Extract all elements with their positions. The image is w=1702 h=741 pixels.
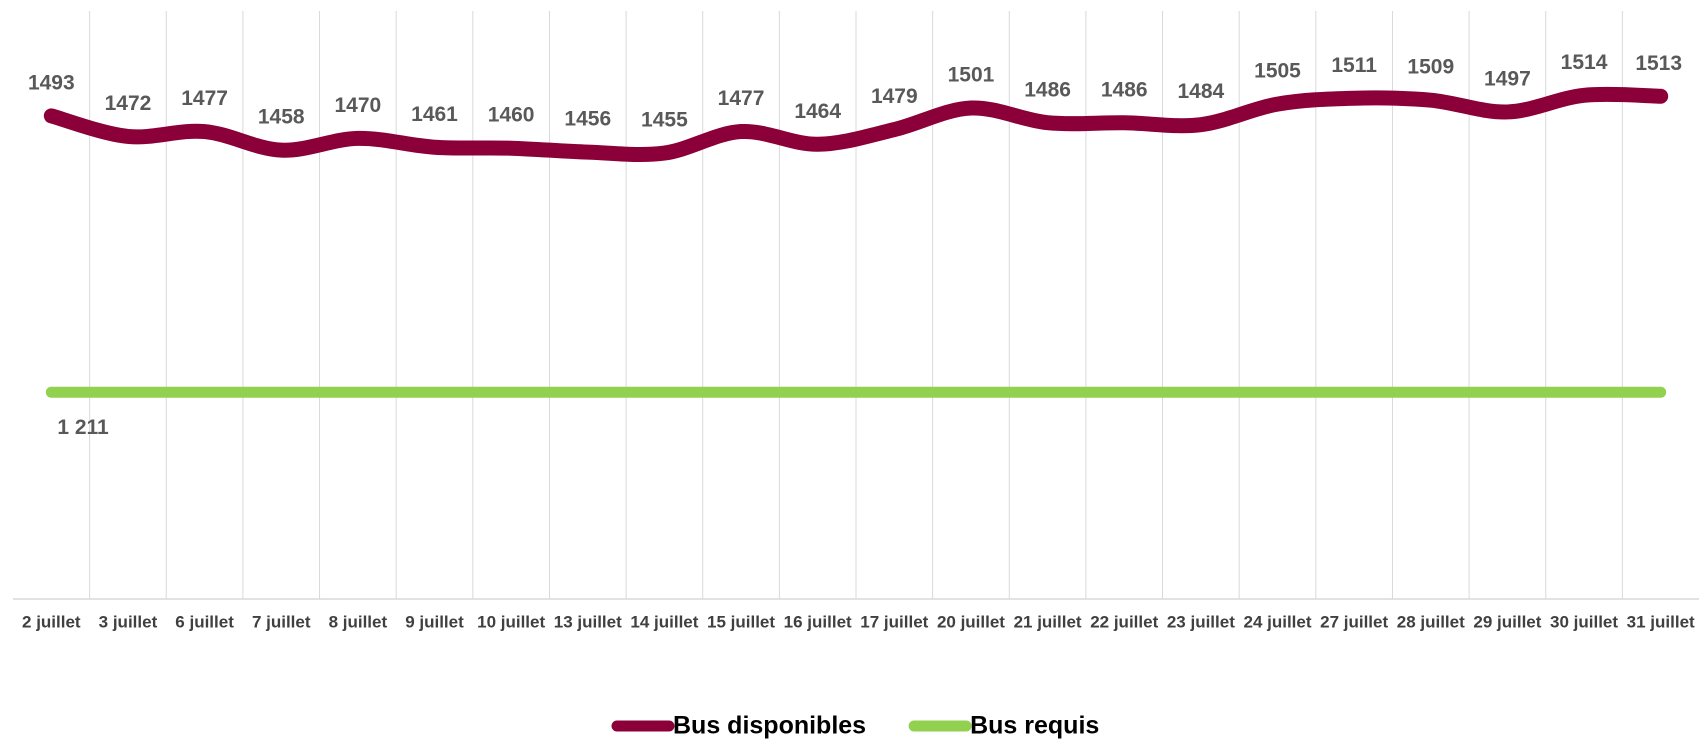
x-tick-label: 22 juillet (1090, 612, 1158, 631)
data-label: 1458 (258, 106, 305, 129)
x-tick-label: 24 juillet (1243, 612, 1311, 631)
x-tick-label: 14 juillet (630, 612, 698, 631)
data-label: 1479 (871, 85, 918, 108)
x-tick-label: 7 juillet (252, 612, 311, 631)
data-label: 1477 (181, 87, 228, 110)
data-label: 1456 (564, 108, 611, 131)
x-tick-label: 30 juillet (1550, 612, 1618, 631)
data-label: 1486 (1101, 78, 1148, 101)
data-label: 1513 (1635, 52, 1682, 75)
data-label: 1464 (794, 100, 841, 123)
x-tick-label: 29 juillet (1473, 612, 1541, 631)
x-tick-label: 6 juillet (175, 612, 234, 631)
x-tick-label: 3 juillet (99, 612, 158, 631)
legend-label: Bus requis (970, 712, 1099, 740)
data-label: 1484 (1178, 80, 1225, 103)
data-label: 1501 (948, 64, 995, 87)
data-label: 1 211 (57, 416, 109, 439)
data-label: 1461 (411, 103, 458, 126)
series-line (43, 86, 1669, 163)
x-tick-label: 8 juillet (329, 612, 388, 631)
x-tick-label: 27 juillet (1320, 612, 1388, 631)
data-label: 1505 (1254, 60, 1301, 83)
x-tick-label: 21 juillet (1014, 612, 1082, 631)
x-tick-label: 16 juillet (784, 612, 852, 631)
x-tick-label: 9 juillet (405, 612, 464, 631)
data-label: 1497 (1484, 67, 1531, 90)
data-label: 1486 (1024, 78, 1071, 101)
x-tick-label: 20 juillet (937, 612, 1005, 631)
x-tick-label: 2 juillet (22, 612, 81, 631)
x-tick-label: 17 juillet (860, 612, 928, 631)
legend-label: Bus disponibles (673, 712, 866, 740)
data-label: 1455 (641, 109, 688, 132)
data-label: 1511 (1331, 54, 1377, 77)
x-tick-label: 10 juillet (477, 612, 545, 631)
x-tick-label: 23 juillet (1167, 612, 1235, 631)
x-tick-label: 15 juillet (707, 612, 775, 631)
data-label: 1493 (28, 71, 75, 94)
data-label: 1460 (488, 104, 535, 127)
data-label: 1509 (1407, 56, 1454, 79)
data-label: 1477 (718, 87, 765, 110)
x-tick-label: 28 juillet (1397, 612, 1465, 631)
data-label: 1514 (1561, 51, 1608, 74)
data-label: 1472 (105, 92, 152, 115)
data-label: 1470 (335, 94, 382, 117)
x-tick-label: 13 juillet (554, 612, 622, 631)
x-tick-label: 31 juillet (1627, 612, 1695, 631)
